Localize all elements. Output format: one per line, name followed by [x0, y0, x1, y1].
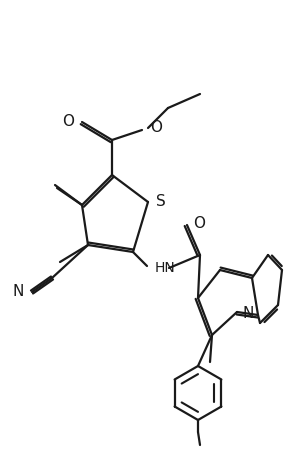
- Text: HN: HN: [155, 261, 176, 275]
- Text: O: O: [150, 121, 162, 135]
- Text: S: S: [156, 194, 166, 210]
- Text: O: O: [193, 216, 205, 230]
- Text: N: N: [13, 284, 24, 300]
- Text: O: O: [62, 114, 74, 130]
- Text: N: N: [242, 306, 253, 320]
